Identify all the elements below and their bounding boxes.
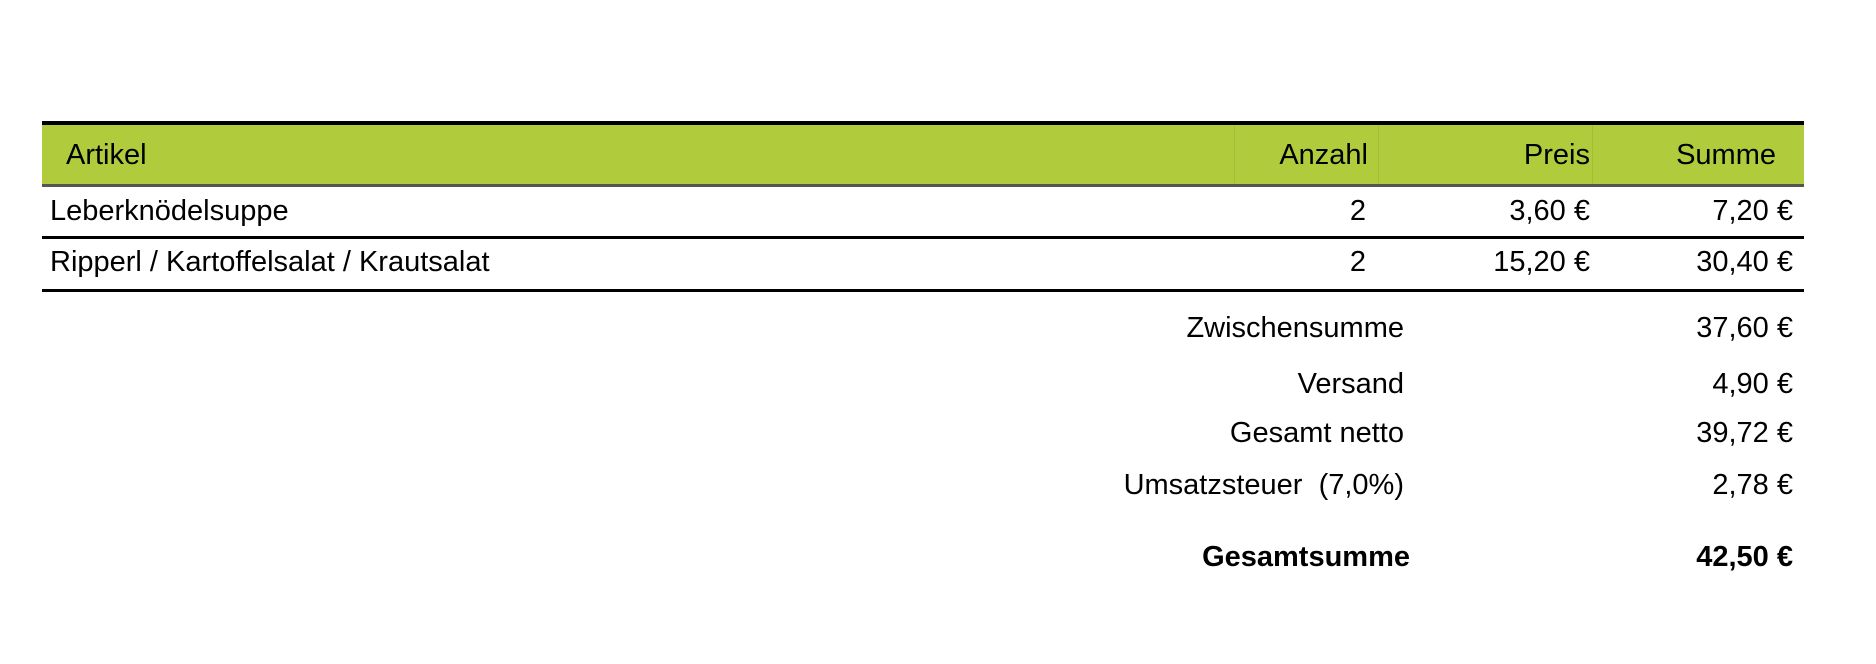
shipping-label: Versand	[1297, 368, 1404, 400]
item-name: Ripperl / Kartoffelsalat / Krautsalat	[50, 246, 490, 278]
table-bottom-border	[42, 289, 1804, 292]
grand-total-value: 42,50 €	[1696, 541, 1793, 573]
item-price: 3,60 €	[1509, 195, 1590, 227]
item-total: 30,40 €	[1696, 246, 1793, 278]
subtotal-label: Zwischensumme	[1186, 312, 1404, 344]
grand-total-label: Gesamtsumme	[1202, 541, 1410, 573]
column-header-preis: Preis	[1523, 139, 1590, 171]
item-quantity: 2	[1349, 246, 1366, 278]
vat-label: Umsatzsteuer (7,0%)	[1123, 469, 1404, 501]
subtotal-value: 37,60 €	[1696, 312, 1793, 344]
column-divider	[1378, 125, 1379, 186]
shipping-value: 4,90 €	[1712, 368, 1793, 400]
net-total-label: Gesamt netto	[1229, 417, 1404, 449]
row-divider	[42, 236, 1804, 239]
table-header	[42, 121, 1804, 186]
vat-value: 2,78 €	[1712, 469, 1793, 501]
item-name: Leberknödelsuppe	[50, 195, 289, 227]
item-total: 7,20 €	[1712, 195, 1793, 227]
column-divider	[1592, 125, 1593, 186]
item-quantity: 2	[1349, 195, 1366, 227]
column-divider	[1234, 125, 1235, 186]
item-price: 15,20 €	[1493, 246, 1590, 278]
net-total-value: 39,72 €	[1696, 417, 1793, 449]
header-divider	[42, 184, 1804, 187]
column-header-summe: Summe	[1676, 139, 1776, 171]
column-header-artikel: Artikel	[66, 139, 147, 171]
column-header-anzahl: Anzahl	[1279, 139, 1368, 171]
